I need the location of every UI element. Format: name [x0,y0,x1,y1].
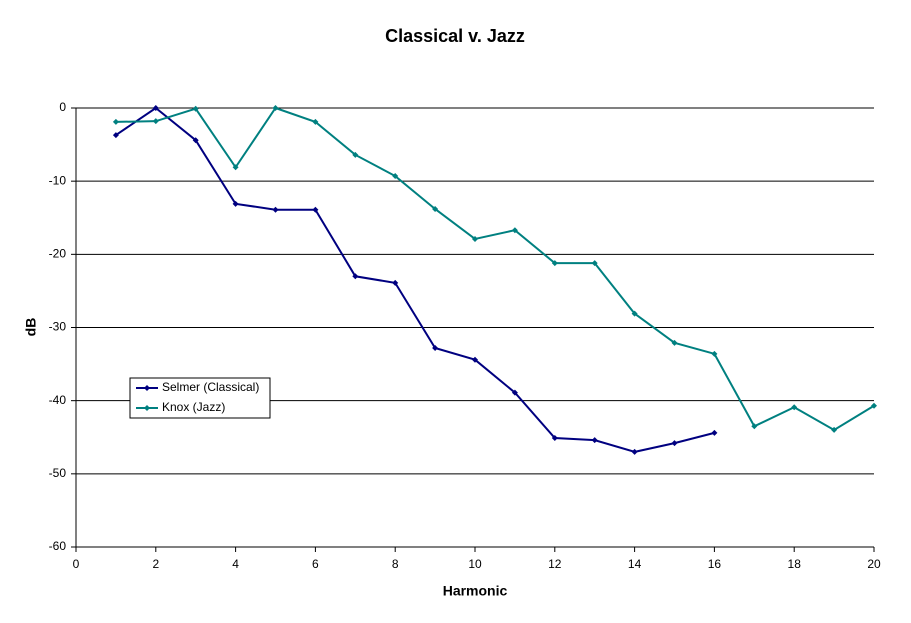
point-marker [671,440,678,447]
point-marker [671,339,678,346]
x-tick-label: 2 [152,557,159,571]
point-marker [751,423,758,430]
point-marker [352,273,359,280]
x-tick-label: 20 [867,557,881,571]
y-tick-label: -60 [49,539,67,553]
y-axis-title: dB [23,318,39,337]
x-axis-title: Harmonic [443,583,508,599]
legend-marker [144,405,150,411]
point-marker [312,118,319,125]
x-tick-label: 0 [73,557,80,571]
point-marker [631,310,638,317]
chart-title: Classical v. Jazz [385,26,525,46]
x-tick-label: 10 [468,557,482,571]
x-tick-label: 14 [628,557,642,571]
point-marker [232,200,239,207]
y-tick-label: -50 [49,466,67,480]
legend-label: Selmer (Classical) [162,380,259,394]
point-marker [192,137,199,144]
y-tick-label: -20 [49,247,67,261]
point-marker [392,279,399,286]
series-line [115,106,715,453]
point-marker [432,205,439,212]
x-tick-label: 12 [548,557,562,571]
series-line [115,106,875,432]
legend-marker [144,385,150,391]
point-marker [711,429,718,436]
point-marker [791,404,798,411]
point-marker [511,389,518,396]
point-marker [551,434,558,441]
point-marker [192,105,199,112]
point-marker [591,260,598,267]
point-marker [432,344,439,351]
point-marker [232,164,239,171]
point-marker [272,206,279,213]
point-marker [152,118,159,125]
point-marker [272,105,279,111]
point-marker [871,402,877,409]
point-marker [591,437,598,444]
point-marker [152,105,159,111]
y-tick-label: -40 [49,393,67,407]
y-tick-label: -30 [49,320,67,334]
legend-box [129,377,271,419]
point-marker [112,132,119,139]
point-marker [631,448,638,455]
point-marker [472,356,478,363]
y-tick-label: -10 [49,173,67,187]
x-tick-label: 6 [312,557,319,571]
y-tick-label: 0 [59,100,66,114]
point-marker [472,235,478,242]
point-marker [511,227,518,234]
point-marker [711,350,718,357]
x-tick-label: 18 [788,557,802,571]
x-tick-label: 8 [392,557,399,571]
point-marker [352,151,359,158]
legend-label: Knox (Jazz) [162,400,225,414]
x-tick-label: 4 [232,557,239,571]
point-marker [551,260,558,267]
point-marker [112,118,119,125]
point-marker [392,173,399,180]
point-marker [831,426,838,433]
x-tick-label: 16 [708,557,722,571]
point-marker [312,206,319,213]
